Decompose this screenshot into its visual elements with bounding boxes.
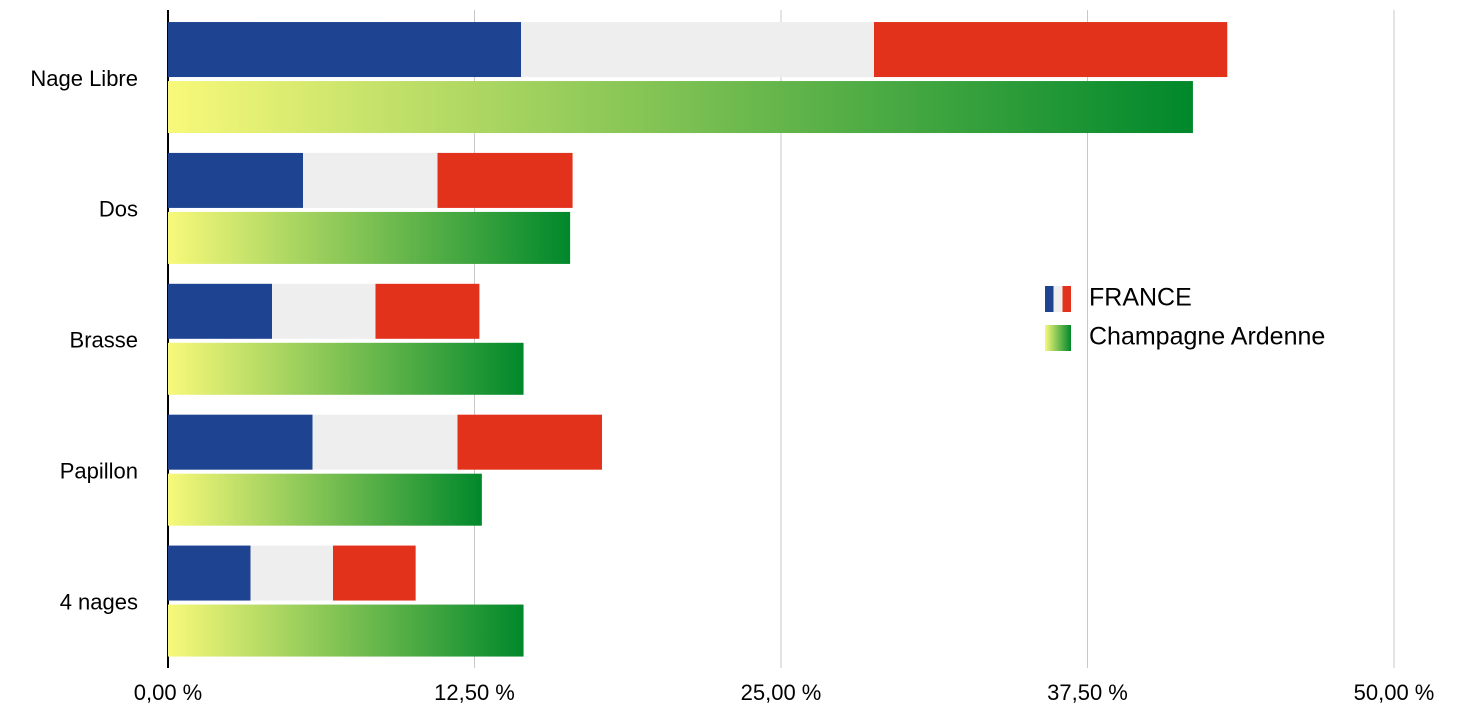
x-tick-label: 25,00 % bbox=[741, 680, 822, 705]
legend-swatch bbox=[1045, 286, 1071, 312]
legend-swatch bbox=[1045, 325, 1071, 351]
y-tick-label: 4 nages bbox=[60, 589, 138, 614]
chart: 0,00 % 12,50 % 25,00 % 37,50 % 50,00 % Nage L… bbox=[0, 0, 1460, 707]
y-tick-label: Brasse bbox=[70, 328, 138, 353]
legend-label: Champagne Ardenne bbox=[1089, 323, 1325, 351]
y-tick-label: Dos bbox=[99, 197, 138, 222]
y-tick-label: Nage Libre bbox=[30, 66, 138, 91]
bar bbox=[168, 153, 573, 208]
bar bbox=[168, 343, 524, 395]
x-tick-label: 0,00 % bbox=[134, 680, 203, 705]
bar bbox=[168, 415, 602, 470]
bar bbox=[168, 22, 1227, 77]
x-tick-label: 37,50 % bbox=[1047, 680, 1128, 705]
x-tick-label: 12,50 % bbox=[434, 680, 515, 705]
bar bbox=[168, 212, 570, 264]
bar bbox=[168, 81, 1193, 133]
x-tick-label: 50,00 % bbox=[1354, 680, 1435, 705]
bar bbox=[168, 474, 482, 526]
bar bbox=[168, 284, 479, 339]
bar bbox=[168, 546, 416, 601]
y-tick-label: Papillon bbox=[60, 458, 138, 483]
bar bbox=[168, 605, 524, 657]
legend-label: FRANCE bbox=[1089, 284, 1192, 312]
